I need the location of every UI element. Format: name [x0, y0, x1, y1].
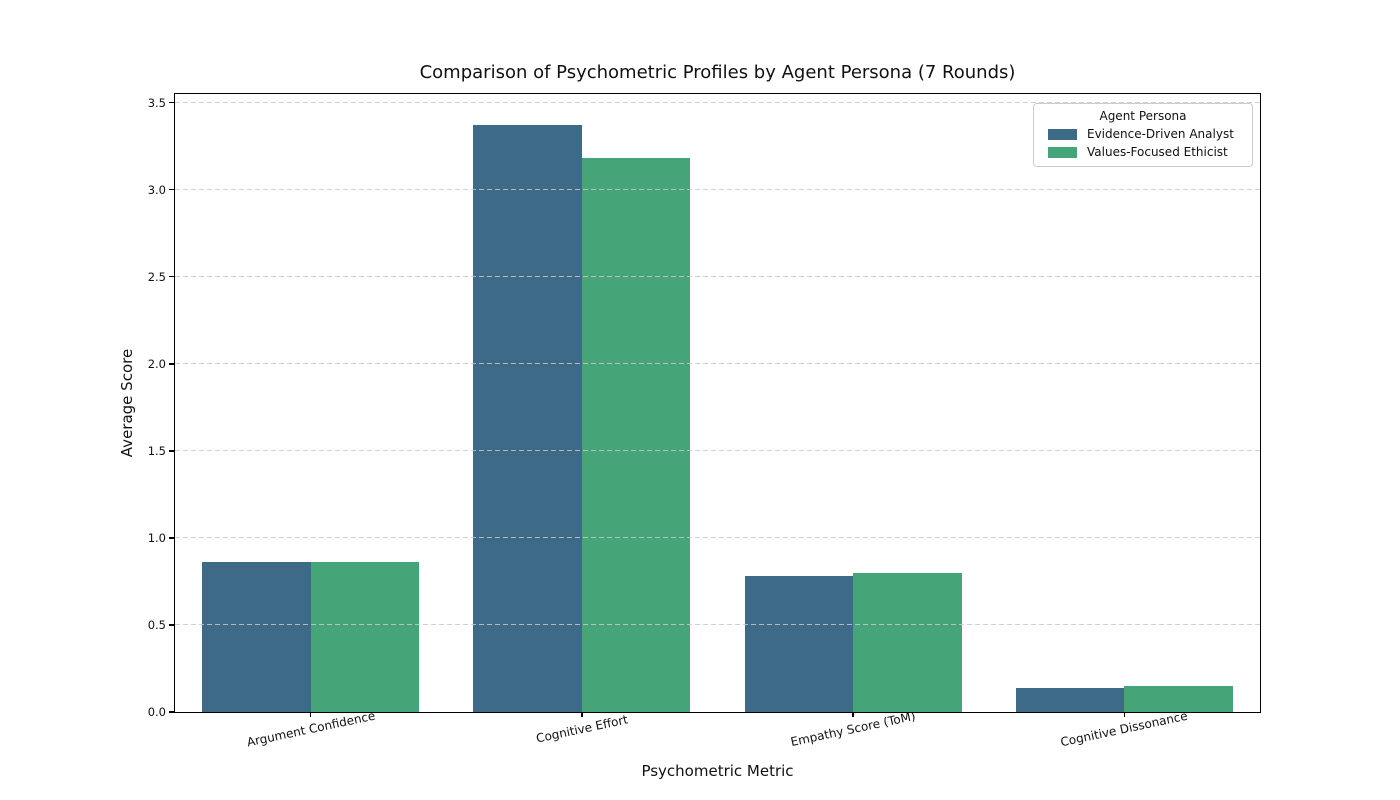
chart-title: Comparison of Psychometric Profiles by A…: [419, 62, 1016, 83]
y-tick-label: 3.5: [147, 95, 166, 110]
legend-label: Values-Focused Ethicist: [1087, 145, 1228, 159]
y-tick-label: 3.0: [147, 182, 166, 197]
x-tick-mark: [852, 712, 854, 717]
y-tick-label: 1.0: [147, 530, 166, 545]
x-tick-label-cognitive-effort: Cognitive Effort: [534, 712, 630, 746]
y-tick-mark: [169, 276, 175, 278]
legend-entry: Values-Focused Ethicist: [1042, 145, 1244, 159]
y-tick-mark: [169, 102, 175, 104]
gridline-y-2.0: [175, 363, 1260, 365]
legend-entry: Evidence-Driven Analyst: [1042, 127, 1244, 141]
gridline-y-3.5: [175, 102, 1260, 104]
y-tick-mark: [169, 624, 175, 626]
gridline-y-3.0: [175, 189, 1260, 191]
gridline-y-1.5: [175, 450, 1260, 452]
y-tick-label: 0.5: [147, 617, 166, 632]
legend-swatch-values-focused-ethicist: [1048, 146, 1077, 158]
bar-evidence-driven-analyst-cognitive-dissonance: [1015, 687, 1125, 712]
y-tick-mark: [169, 450, 175, 452]
bar-values-focused-ethicist-cognitive-effort: [581, 158, 691, 712]
y-tick-label: 1.5: [147, 443, 166, 458]
gridline-y-1.0: [175, 537, 1260, 539]
plot-area: Comparison of Psychometric Profiles by A…: [118, 62, 1261, 780]
y-tick-mark: [169, 363, 175, 365]
y-tick-mark: [169, 189, 175, 191]
bar-evidence-driven-analyst-empathy-score-tom: [744, 576, 854, 712]
x-tick-mark: [581, 712, 583, 717]
bar-evidence-driven-analyst-cognitive-effort: [473, 125, 582, 712]
bar-values-focused-ethicist-argument-confidence: [310, 562, 420, 712]
x-tick-mark: [309, 712, 312, 717]
legend-title: Agent Persona: [1099, 109, 1187, 123]
legend-swatch-evidence-driven-analyst: [1048, 128, 1077, 140]
legend: Agent Persona Evidence-Driven Analyst Va…: [1033, 103, 1253, 167]
bar-values-focused-ethicist-empathy-score-tom: [853, 572, 962, 712]
y-tick-mark: [169, 537, 175, 539]
gridline-y-0.5: [175, 624, 1260, 626]
y-tick-label: 2.0: [147, 356, 166, 371]
bar-evidence-driven-analyst-argument-confidence: [202, 562, 311, 712]
y-tick-label: 2.5: [147, 269, 166, 284]
x-tick-mark: [1123, 712, 1126, 717]
y-tick-label: 0.0: [147, 705, 166, 719]
bar-values-focused-ethicist-cognitive-dissonance: [1124, 685, 1233, 712]
gridline-y-2.5: [175, 276, 1260, 278]
y-tick-mark: [169, 711, 175, 713]
legend-label: Evidence-Driven Analyst: [1087, 127, 1234, 141]
x-axis-label: Psychometric Metric: [641, 762, 794, 780]
